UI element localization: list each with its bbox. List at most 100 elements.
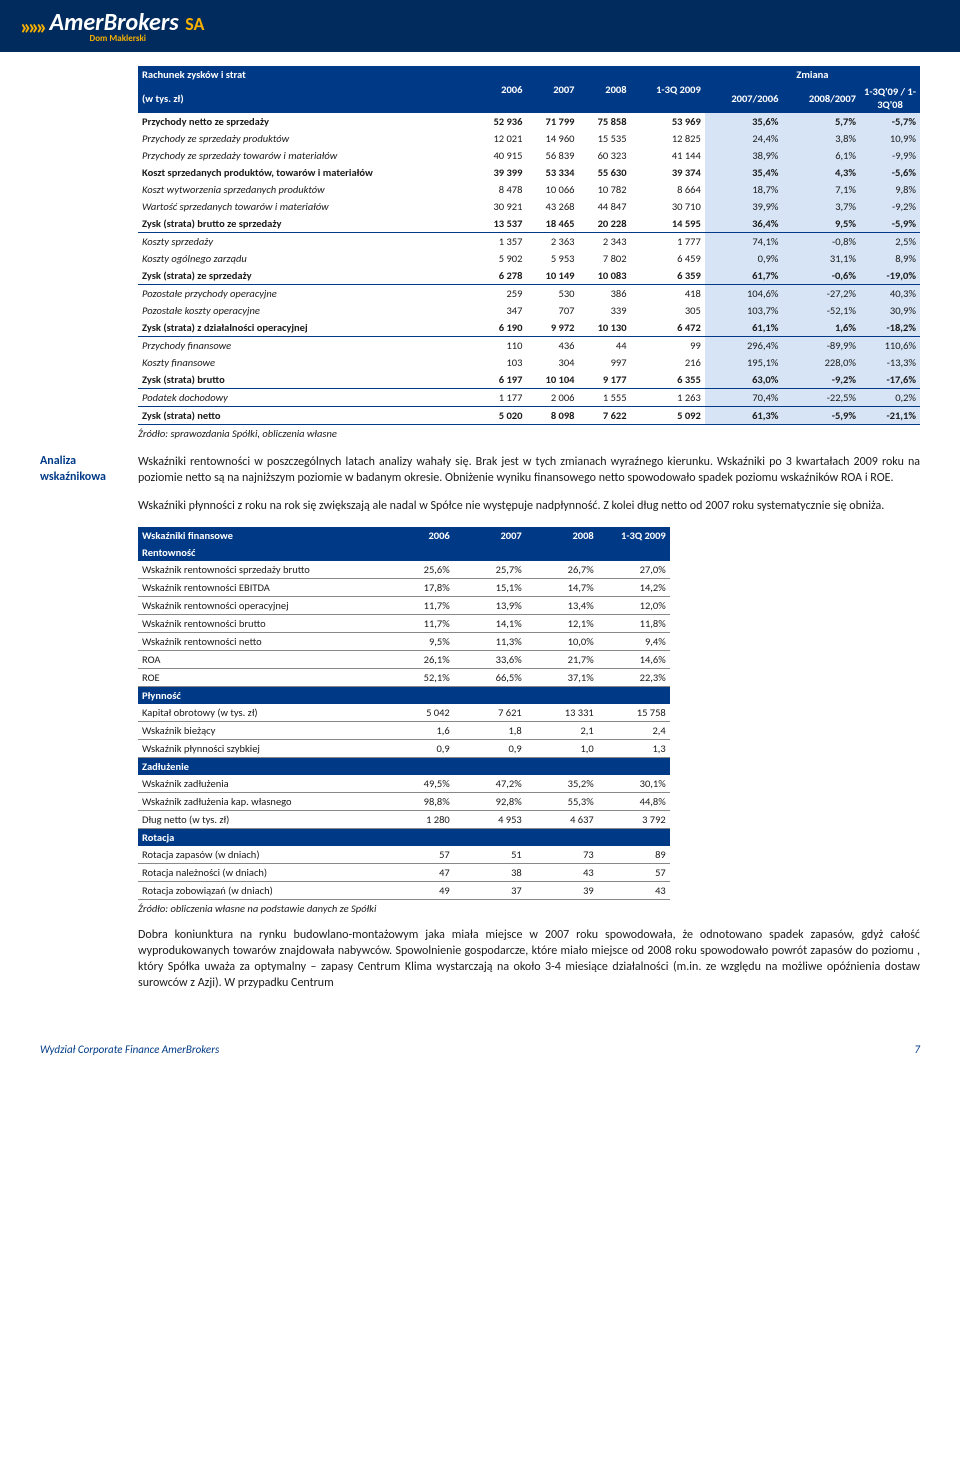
cell: -89,9% xyxy=(782,337,860,355)
cell: 347 xyxy=(474,302,526,319)
cell: 6 459 xyxy=(631,250,705,267)
cell: 74,1% xyxy=(705,233,783,251)
cell: 13,4% xyxy=(526,596,598,614)
cell: 530 xyxy=(526,285,578,303)
cell: 15,1% xyxy=(454,578,526,596)
tbl2-source: Źródło: obliczenia własne na podstawie d… xyxy=(138,902,920,915)
cell: 55 630 xyxy=(579,164,631,181)
cell: 216 xyxy=(631,354,705,371)
cell: 12,0% xyxy=(598,596,670,614)
cell: 36,4% xyxy=(705,215,783,233)
cell: 44 847 xyxy=(579,198,631,215)
cell: 7 622 xyxy=(579,407,631,425)
cell: 57 xyxy=(598,863,670,881)
row-label: Wskaźnik zadłużenia xyxy=(138,775,382,793)
page-header: »»» AmerBrokers SA Dom Maklerski xyxy=(0,0,960,52)
cell: 61,7% xyxy=(705,267,783,285)
cell: 1,8 xyxy=(454,721,526,739)
logo-sa-text: SA xyxy=(185,13,204,35)
cell: 8,9% xyxy=(860,250,920,267)
cell: 37 xyxy=(454,881,526,899)
cell: 6 472 xyxy=(631,319,705,337)
col-qoq: 1-3Q'09 / 1-3Q'08 xyxy=(860,83,920,113)
cell: -22,5% xyxy=(782,389,860,407)
cell: 339 xyxy=(579,302,631,319)
cell: 3,8% xyxy=(782,130,860,147)
cell: 6,1% xyxy=(782,147,860,164)
cell: 3 792 xyxy=(598,810,670,828)
cell: 4 637 xyxy=(526,810,598,828)
cell: 73 xyxy=(526,846,598,864)
cell: 98,8% xyxy=(382,792,454,810)
cell: 1,6 xyxy=(382,721,454,739)
cell: 2,5% xyxy=(860,233,920,251)
cell: 38,9% xyxy=(705,147,783,164)
cell: 35,2% xyxy=(526,775,598,793)
cell: 35,6% xyxy=(705,113,783,130)
cell: 41 144 xyxy=(631,147,705,164)
cell: 14,2% xyxy=(598,578,670,596)
row-label: Przychody ze sprzedaży produktów xyxy=(138,130,474,147)
row-label: Rotacja należności (w dniach) xyxy=(138,863,382,881)
tbl2-title: Wskaźniki finansowe xyxy=(138,527,382,544)
cell: -0,8% xyxy=(782,233,860,251)
cell: 25,6% xyxy=(382,561,454,579)
cell: 10,9% xyxy=(860,130,920,147)
cell: 27,0% xyxy=(598,561,670,579)
cell: 12,1% xyxy=(526,614,598,632)
cell: 30 710 xyxy=(631,198,705,215)
cell: 40 915 xyxy=(474,147,526,164)
cell: 40,3% xyxy=(860,285,920,303)
row-label: Zysk (strata) brutto ze sprzedaży xyxy=(138,215,474,233)
row-label: Wartość sprzedanych towarów i materiałów xyxy=(138,198,474,215)
cell: 10,0% xyxy=(526,632,598,650)
cell: 4 953 xyxy=(454,810,526,828)
category-row: Rotacja xyxy=(138,828,670,846)
cell: 61,3% xyxy=(705,407,783,425)
cell: -5,7% xyxy=(860,113,920,130)
row-label: Rotacja zobowiązań (w dniach) xyxy=(138,881,382,899)
cell: 9,4% xyxy=(598,632,670,650)
cell: 11,7% xyxy=(382,596,454,614)
cell: 31,1% xyxy=(782,250,860,267)
cell: 259 xyxy=(474,285,526,303)
cell: -52,1% xyxy=(782,302,860,319)
row-label: Wskaźnik rentowności brutto xyxy=(138,614,382,632)
row-label: Koszty sprzedaży xyxy=(138,233,474,251)
cell: 6 190 xyxy=(474,319,526,337)
row-label: Pozostałe koszty operacyjne xyxy=(138,302,474,319)
col-2007: 2007 xyxy=(526,66,578,113)
tbl2-col-2006: 2006 xyxy=(382,527,454,544)
logo-chevrons-icon: »»» xyxy=(20,13,44,40)
cell: 1 177 xyxy=(474,389,526,407)
cell: 418 xyxy=(631,285,705,303)
cell: 53 334 xyxy=(526,164,578,181)
row-label: Przychody finansowe xyxy=(138,337,474,355)
logo: »»» AmerBrokers SA Dom Maklerski xyxy=(20,8,204,44)
cell: 18 465 xyxy=(526,215,578,233)
row-label: Wskaźnik rentowności operacyjnej xyxy=(138,596,382,614)
paragraph-1: Wskaźniki rentowności w poszczególnych l… xyxy=(138,454,920,486)
cell: 63,0% xyxy=(705,371,783,389)
cell: 9 972 xyxy=(526,319,578,337)
cell: 49 xyxy=(382,881,454,899)
cell: 75 858 xyxy=(579,113,631,130)
cell: 14,6% xyxy=(598,650,670,668)
tbl1-subtitle: (w tys. zł) xyxy=(138,83,474,113)
cell: 13 537 xyxy=(474,215,526,233)
cell: 103,7% xyxy=(705,302,783,319)
cell: 1,3 xyxy=(598,739,670,757)
row-label: Wskaźnik rentowności netto xyxy=(138,632,382,650)
cell: 6 355 xyxy=(631,371,705,389)
cell: 52 936 xyxy=(474,113,526,130)
cell: -5,6% xyxy=(860,164,920,181)
cell: 5 042 xyxy=(382,704,454,722)
cell: 110,6% xyxy=(860,337,920,355)
row-label: ROA xyxy=(138,650,382,668)
cell: 0,9 xyxy=(454,739,526,757)
row-label: Zysk (strata) ze sprzedaży xyxy=(138,267,474,285)
paragraph-3: Dobra koniunktura na rynku budowlano-mon… xyxy=(138,927,920,992)
cell: 56 839 xyxy=(526,147,578,164)
row-label: Pozostałe przychody operacyjne xyxy=(138,285,474,303)
cell: 57 xyxy=(382,846,454,864)
